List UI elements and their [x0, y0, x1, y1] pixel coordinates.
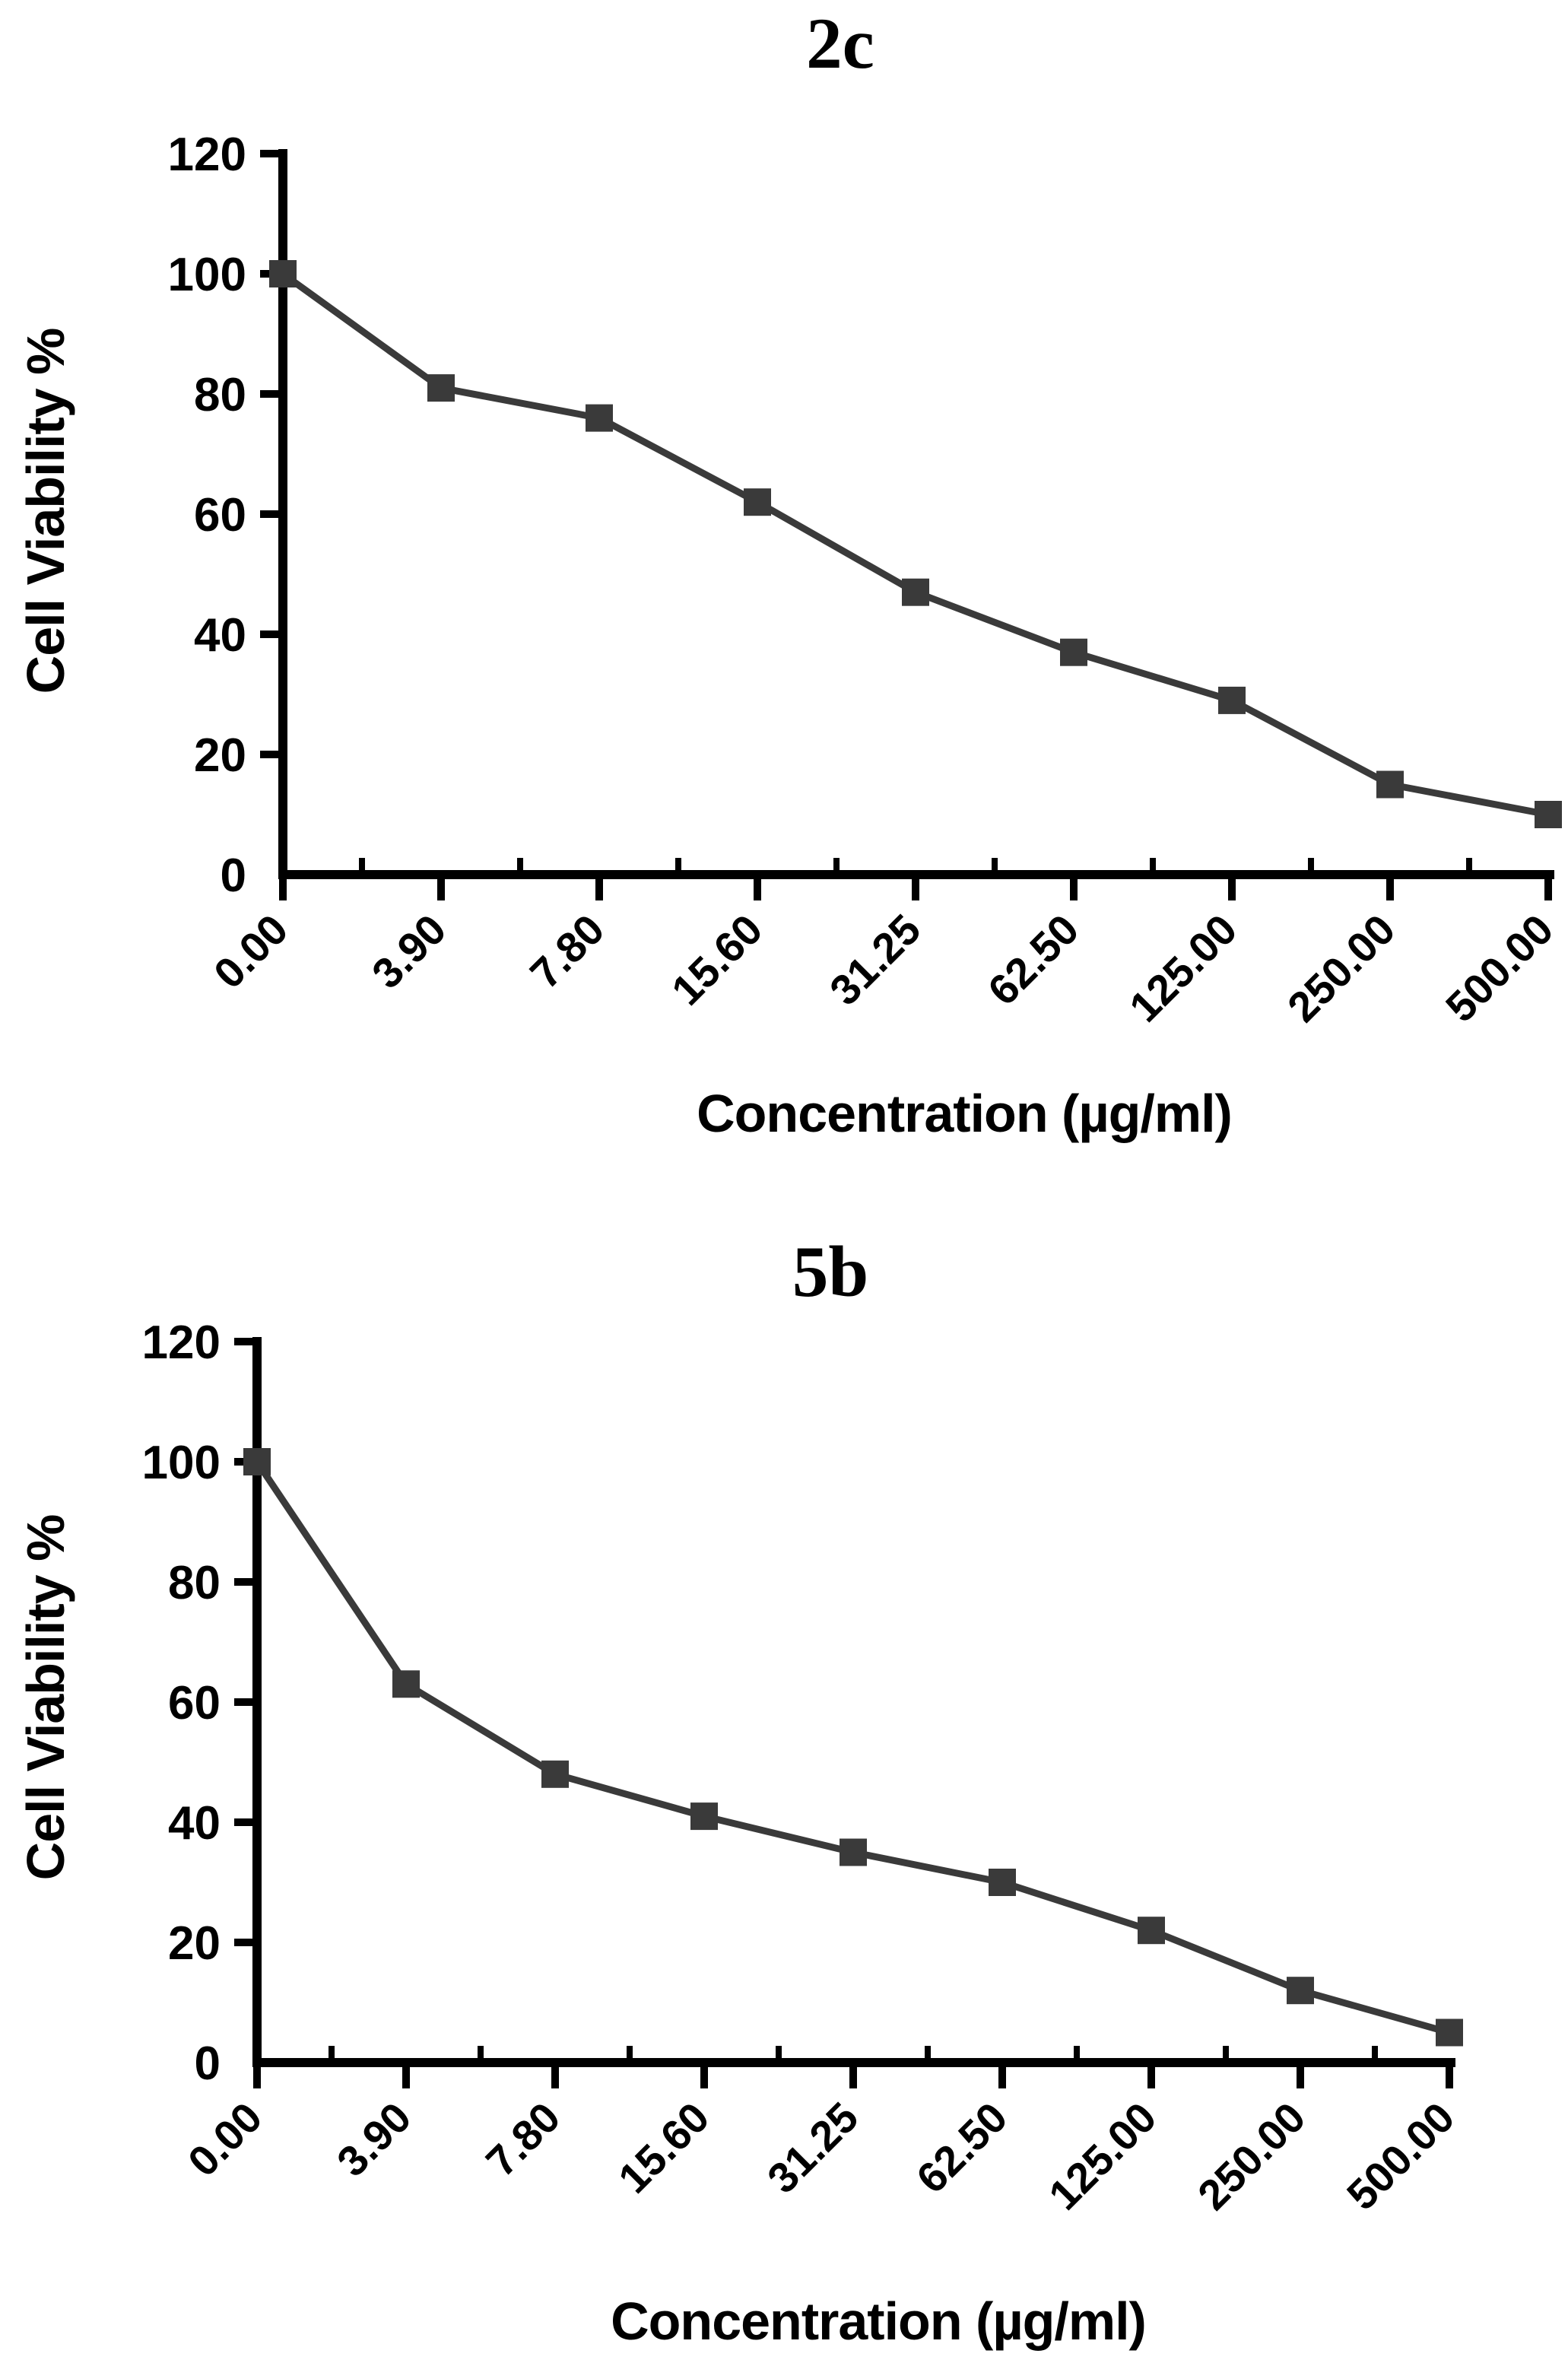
- y-tick-label: 20: [168, 1917, 221, 1970]
- y-tick-label: 20: [194, 729, 246, 782]
- y-tick-label: 40: [168, 1797, 221, 1850]
- data-point-marker: [243, 1448, 271, 1475]
- x-tick-label: 15.60: [662, 905, 772, 1015]
- data-point-marker: [1287, 1977, 1314, 2005]
- y-tick-label: 80: [168, 1557, 221, 1609]
- x-tick-label: 3.90: [363, 905, 455, 998]
- chart-5b-y-axis-title: Cell Viability %: [16, 1514, 75, 1881]
- data-point-marker: [690, 1802, 718, 1831]
- y-tick-label: 100: [142, 1437, 221, 1489]
- chart-2c-title: 2c: [806, 3, 874, 84]
- x-tick-label: 500.00: [1436, 905, 1563, 1031]
- y-tick-label: 60: [194, 489, 246, 542]
- x-tick-label: 7.80: [521, 905, 614, 998]
- x-tick-label: 31.25: [821, 905, 930, 1015]
- data-point-marker: [1218, 686, 1246, 714]
- x-tick-label: 500.00: [1338, 2093, 1464, 2219]
- y-tick-label: 60: [168, 1677, 221, 1729]
- chart-2c-x-axis-title: Concentration (µg/ml): [697, 1084, 1233, 1143]
- data-point-marker: [744, 488, 771, 516]
- y-tick-label: 80: [194, 369, 246, 421]
- series-line: [254, 1459, 1451, 2036]
- chart-2c-plot: 0 20 40 60 80 100 120 0.00 3.90 7.80 15.60 31.25 62.…: [168, 129, 1563, 1031]
- data-point-marker: [1060, 638, 1087, 666]
- chart-5b-plot: 0 20 40 60 80 100 120 0.00 3.90 7.80 15.60 31.25 62.…: [142, 1316, 1464, 2219]
- x-tick-label: 31.25: [758, 2093, 868, 2203]
- data-point-marker: [1138, 1917, 1165, 1945]
- x-tick-label: 7.80: [477, 2093, 570, 2186]
- data-point-marker: [840, 1838, 867, 1866]
- x-tick-label: 250.00: [1278, 905, 1405, 1031]
- data-point-marker: [989, 1869, 1016, 1896]
- data-point-marker: [902, 578, 929, 606]
- y-tick-label: 120: [168, 129, 246, 181]
- x-tick-label: 62.50: [979, 905, 1088, 1015]
- data-point-marker: [1376, 770, 1404, 799]
- x-tick-label: 125.00: [1040, 2093, 1166, 2219]
- chart-5b-title: 5b: [792, 1231, 869, 1312]
- data-point-marker: [269, 260, 297, 287]
- series-line: [281, 271, 1549, 818]
- data-point-marker: [1436, 2018, 1463, 2047]
- y-tick-label: 0: [221, 850, 246, 902]
- x-tick-label: 62.50: [907, 2093, 1017, 2203]
- y-tick-label: 120: [142, 1316, 221, 1369]
- x-tick-label: 0.00: [179, 2093, 271, 2186]
- data-point-marker: [392, 1670, 420, 1698]
- chart-5b-x-axis-title: Concentration (µg/ml): [611, 2292, 1147, 2351]
- y-tick-label: 40: [194, 609, 246, 662]
- x-tick-label: 125.00: [1120, 905, 1246, 1031]
- x-tick-label: 15.60: [609, 2093, 719, 2203]
- x-tick-label: 3.90: [328, 2093, 421, 2186]
- data-point-marker: [427, 374, 455, 402]
- x-tick-label: 250.00: [1189, 2093, 1315, 2219]
- chart-2c-y-axis-title: Cell Viability %: [16, 328, 75, 694]
- y-tick-label: 0: [195, 2037, 221, 2090]
- data-point-marker: [586, 404, 613, 432]
- y-tick-label: 100: [168, 249, 246, 301]
- data-point-marker: [541, 1760, 569, 1788]
- data-point-marker: [1535, 801, 1562, 828]
- x-tick-label: 0.00: [205, 905, 297, 998]
